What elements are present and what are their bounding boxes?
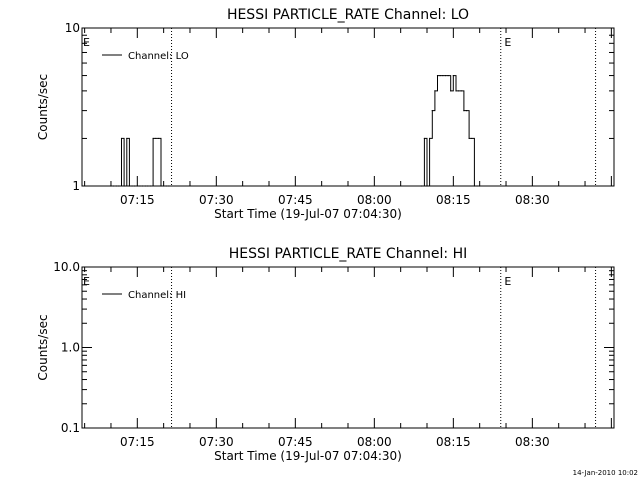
data-point (421, 185, 423, 187)
x-tick-label: 07:30 (199, 193, 234, 207)
data-point (447, 74, 449, 77)
event-marker: E (504, 275, 511, 288)
y-axis-label: Counts/sec (36, 314, 50, 380)
data-point (149, 185, 152, 187)
data-point (463, 110, 465, 112)
data-point (452, 74, 454, 77)
data-point (444, 74, 447, 77)
data-point (160, 185, 162, 187)
chart-title: HESSI PARTICLE_RATE Channel: HI (229, 246, 467, 262)
y-axis-label: Counts/sec (36, 74, 50, 140)
data-point (134, 185, 136, 187)
data-point (436, 74, 439, 77)
data-point (431, 110, 433, 112)
data-point (434, 90, 436, 92)
data-point (426, 185, 428, 187)
data-point (473, 185, 476, 187)
data-point (168, 185, 170, 187)
x-tick-label: 08:30 (515, 435, 550, 449)
event-marker: E (504, 36, 511, 49)
x-axis-label: Start Time (19-Jul-07 07:04:30) (214, 207, 402, 221)
legend-label: Channel: LO (128, 51, 189, 62)
x-tick-label: 07:30 (199, 435, 234, 449)
data-point (131, 185, 133, 187)
data-point (144, 185, 146, 187)
data-point (429, 137, 431, 140)
data-point (460, 90, 462, 92)
data-point (455, 90, 457, 92)
x-tick-label: 08:15 (436, 193, 471, 207)
legend-label: Channel: HI (128, 290, 186, 301)
data-point (118, 185, 120, 187)
data-point (126, 137, 128, 140)
x-tick-label: 07:15 (120, 435, 155, 449)
data-point (157, 137, 159, 140)
chart-title: HESSI PARTICLE_RATE Channel: LO (227, 7, 469, 23)
data-point (442, 74, 444, 77)
data-point (165, 185, 167, 187)
x-tick-label: 08:00 (357, 193, 392, 207)
data-point (152, 137, 154, 140)
data-point (136, 185, 138, 187)
data-point (123, 185, 125, 187)
data-point (110, 185, 112, 187)
data-point (423, 137, 425, 140)
chart-panel-hi: HESSI PARTICLE_RATE Channel: HI 0.1 1.0 10.… (36, 246, 615, 463)
event-marker: E (83, 36, 90, 49)
data-point (139, 185, 141, 187)
series-line (111, 75, 480, 187)
data-point (476, 185, 478, 187)
data-point (439, 74, 441, 77)
y-tick-label: 10 (65, 21, 80, 35)
y-tick-label: 1 (72, 179, 80, 193)
x-tick-label: 07:45 (278, 193, 313, 207)
data-point (458, 90, 460, 92)
data-point (113, 185, 115, 187)
chart-panel-lo: HESSI PARTICLE_RATE Channel: LO 1 10 07:15 0… (36, 7, 615, 221)
data-point (115, 185, 117, 187)
data-point (468, 137, 470, 140)
data-point (471, 137, 473, 140)
x-tick-label: 07:45 (278, 435, 313, 449)
x-tick-label: 08:30 (515, 193, 550, 207)
data-point (120, 137, 123, 140)
y-tick-label: 10.0 (53, 260, 80, 274)
x-tick-label: 08:00 (357, 435, 392, 449)
data-point (147, 185, 149, 187)
x-tick-label: 07:15 (120, 193, 155, 207)
y-tick-label: 0.1 (61, 421, 80, 435)
data-point (479, 185, 481, 187)
data-point (163, 185, 165, 187)
x-axis-label: Start Time (19-Jul-07 07:04:30) (214, 449, 402, 463)
data-point (465, 110, 468, 112)
data-point (155, 137, 157, 140)
data-point (128, 185, 131, 187)
footer-timestamp: 14-Jan-2010 10:02 (573, 469, 638, 477)
data-point (450, 90, 452, 92)
data-point (141, 185, 144, 187)
event-marker: E (83, 275, 90, 288)
x-tick-label: 08:15 (436, 435, 471, 449)
y-tick-label: 1.0 (61, 341, 80, 355)
